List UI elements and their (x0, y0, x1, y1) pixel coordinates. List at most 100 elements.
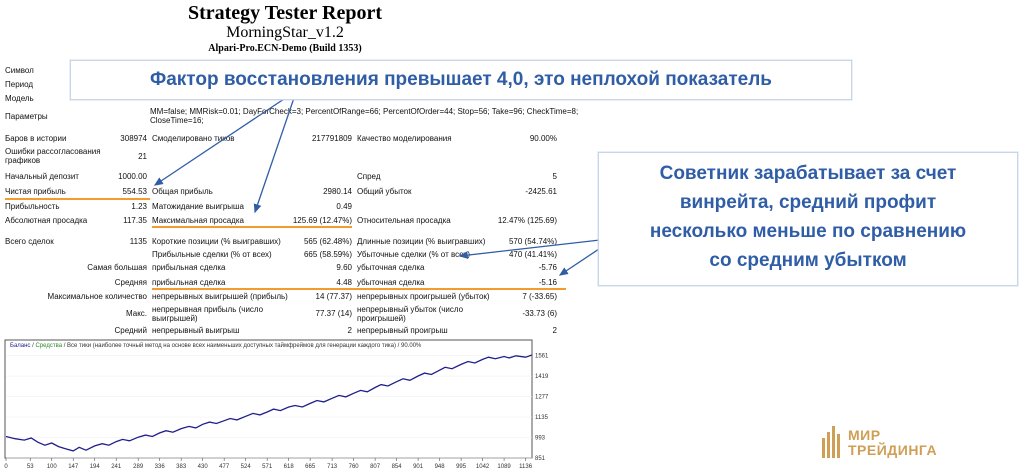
chart-x-tick-label: 383 (176, 464, 187, 470)
label-avg-consec-win: непрерывный выигрыш (152, 326, 240, 335)
label-avg-loss: убыточная сделка (357, 278, 425, 287)
params-text-2: CloseTime=16; (150, 116, 204, 125)
chart-x-tick-label: 53 (27, 464, 34, 470)
chart-x-tick-label: 477 (219, 464, 230, 470)
value-avg-consec-loss: 2 (552, 326, 557, 335)
value-expected-payoff: 0.49 (336, 202, 352, 211)
value-largest-win: 9.60 (336, 263, 352, 272)
label-avg-consecutive: Средний (114, 326, 147, 335)
chart-x-tick-label: 430 (198, 464, 209, 470)
logo-line-1: МИР (848, 427, 881, 443)
net-profit-highlight (5, 198, 150, 200)
chart-x-tick-label: 147 (68, 464, 79, 470)
chart-x-tick-label: 948 (435, 464, 446, 470)
value-avg-consec-win: 2 (347, 326, 352, 335)
chart-x-tick-label: 1042 (476, 464, 490, 470)
balance-chart-svg: Баланс / Средства / Все тики (наиболее т… (4, 339, 549, 470)
value-gross-loss: -2425.61 (525, 187, 557, 196)
balance-chart: Баланс / Средства / Все тики (наиболее т… (2, 338, 562, 473)
chart-x-tick-label: 1089 (497, 464, 511, 470)
chart-legend-balance: Баланс (10, 343, 30, 349)
average-trade-highlight (152, 288, 566, 290)
chart-x-tick-label: 618 (284, 464, 295, 470)
logo-bars-icon (822, 426, 840, 458)
value-max-drawdown: 125.69 (12.47%) (292, 216, 352, 225)
label-period: Период (5, 80, 34, 89)
label-largest-loss: убыточная сделка (357, 263, 425, 272)
value-long: 570 (54.74%) (508, 237, 557, 246)
report-table: Символ Период Модель Параметры MM=false;… (0, 0, 580, 340)
chart-x-tick-label: 100 (47, 464, 58, 470)
chart-x-tick-label: 1136 (519, 464, 533, 470)
value-total-trades: 1135 (129, 237, 147, 246)
chart-title: Баланс / Средства / Все тики (наиболее т… (10, 342, 422, 349)
label-loss-trades: Убыточные сделки (% от всех) (357, 250, 471, 259)
chart-x-tick-label: 571 (262, 464, 273, 470)
chart-legend-equity: Средства (35, 343, 62, 349)
callout-winrate: Советник зарабатывает за счет винрейта, … (598, 152, 1018, 286)
value-rel-drawdown: 12.47% (125.69) (497, 216, 557, 225)
value-loss-trades: 470 (41.41%) (508, 250, 557, 259)
chart-x-tick-label: 289 (133, 464, 144, 470)
value-ticks: 217791809 (311, 134, 352, 143)
label-symbol: Символ (5, 66, 34, 75)
chart-x-tick-label: 241 (111, 464, 122, 470)
value-largest-loss: -5.76 (538, 263, 557, 272)
arrow-to-win-trades (458, 239, 601, 259)
report-title: Strategy Tester Report (187, 2, 383, 24)
label-total-trades: Всего сделок (5, 237, 54, 246)
label-max-count: Максимальное количество (47, 292, 147, 301)
label-ticks: Смоделировано тиков (152, 134, 235, 143)
chart-y-tick-label: 993 (535, 436, 546, 442)
value-deposit: 1000.00 (118, 172, 147, 181)
callout-recovery-factor: Фактор восстановления превышает 4,0, это… (70, 60, 852, 100)
callout-winrate-line-3: несколько меньше по сравнению (649, 221, 967, 242)
label-spread: Спред (357, 172, 381, 181)
value-short: 565 (62.48%) (303, 237, 352, 246)
chart-x-tick-label: 807 (370, 464, 381, 470)
label-gross-loss: Общий убыток (357, 187, 412, 196)
params-text-1: MM=false; MMRisk=0.01; DayForCheck=3; Pe… (150, 107, 579, 116)
label-deposit: Начальный депозит (5, 172, 79, 181)
chart-x-tick-label: 901 (413, 464, 424, 470)
label-long: Длинные позиции (% выигравших) (357, 237, 486, 246)
label-params: Параметры (5, 112, 48, 121)
label-model: Модель (5, 94, 34, 103)
value-max-loss: -33.73 (6) (522, 309, 557, 318)
callout-winrate-line-2: винрейта, средний профит (679, 192, 937, 213)
value-max-count-win: 14 (77.37) (315, 292, 352, 301)
label-bars: Баров в истории (5, 134, 67, 143)
label-abs-drawdown: Абсолютная просадка (5, 216, 88, 225)
label-win-trades: Прибыльные сделки (% от всех) (152, 250, 272, 259)
chart-x-tick-label: 336 (155, 464, 166, 470)
label-expected-payoff: Матожидание выигрыша (152, 202, 244, 211)
label-largest-win: прибыльная сделка (152, 263, 226, 272)
chart-y-tick-label: 1561 (535, 354, 549, 360)
arrow-to-max-drawdown (253, 94, 296, 214)
label-avg-win: прибыльная сделка (152, 278, 226, 287)
value-profit-factor: 1.23 (131, 202, 147, 211)
value-spread: 5 (552, 172, 557, 181)
value-quality: 90.00% (529, 134, 557, 143)
label-quality: Качество моделирования (357, 134, 452, 143)
chart-title-rest: / Все тики (наиболее точный метод на осн… (62, 342, 422, 349)
logo: МИР ТРЕЙДИНГА (820, 420, 980, 470)
logo-line-2: ТРЕЙДИНГА (848, 442, 938, 458)
value-bars: 308974 (120, 134, 147, 143)
label-max-win-1: непрерывная прибыль (число (152, 305, 264, 314)
label-errors-2: графиков (5, 156, 41, 165)
label-max: Макс. (125, 309, 147, 318)
label-short: Короткие позиции (% выигравших) (152, 237, 281, 246)
value-abs-drawdown: 117.35 (123, 216, 147, 225)
value-max-win: 77.37 (14) (315, 309, 352, 318)
callout-winrate-line-4: со средним убытком (709, 250, 907, 271)
server-info: Alpari-Pro.ECN-Demo (Build 1353) (208, 43, 362, 54)
chart-x-tick-label: 713 (327, 464, 338, 470)
value-avg-win: 4.48 (336, 278, 352, 287)
ea-name: MorningStar_v1.2 (226, 24, 344, 41)
label-avg-consec-loss: непрерывный проигрыш (357, 326, 448, 335)
chart-x-tick-label: 665 (305, 464, 316, 470)
label-max-win-2: выигрышей) (152, 314, 198, 323)
value-win-trades: 665 (58.59%) (303, 250, 352, 259)
